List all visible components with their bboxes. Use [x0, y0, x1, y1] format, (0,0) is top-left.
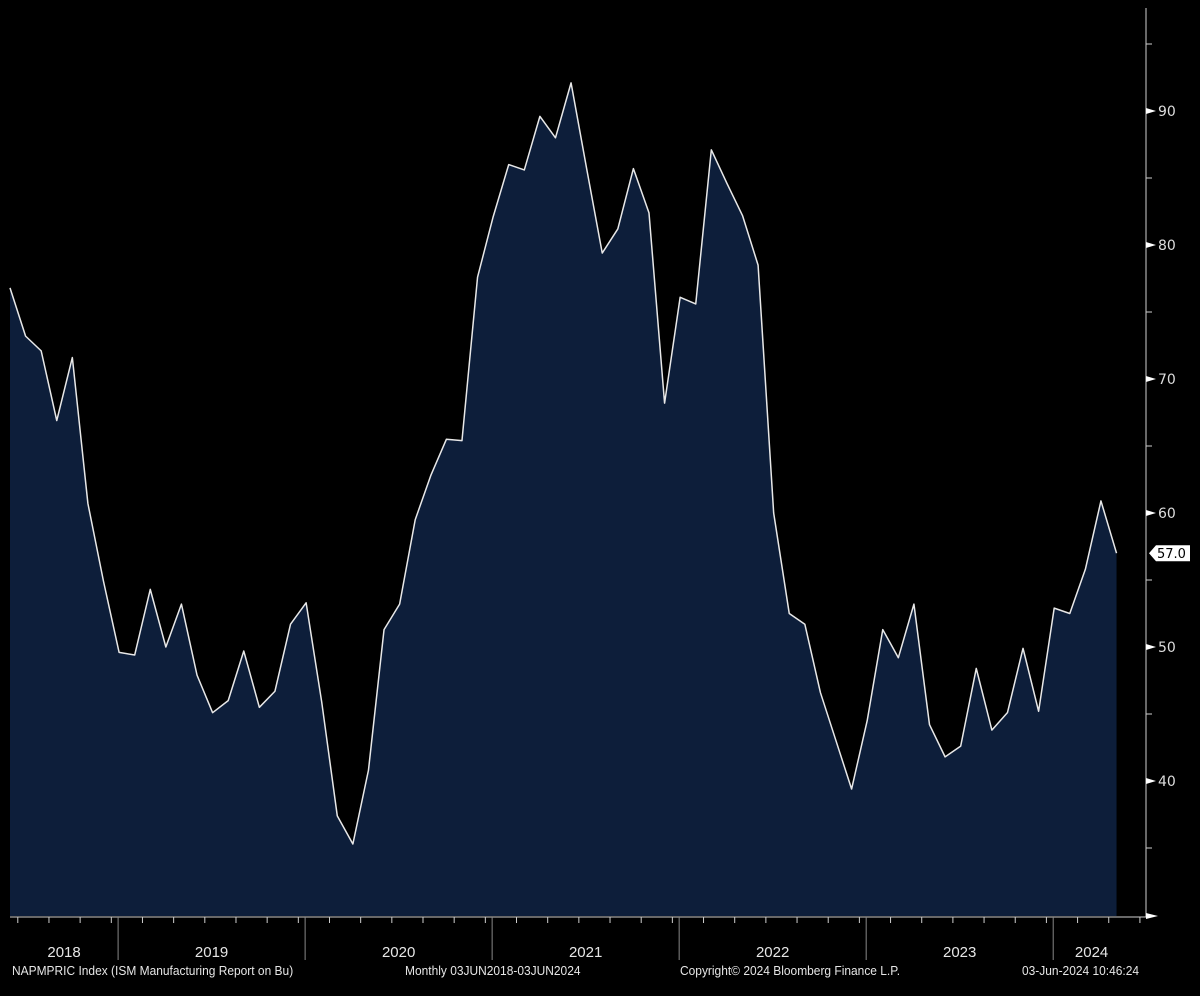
y-tick	[1146, 108, 1156, 114]
y-tick-label: 60	[1158, 506, 1176, 522]
x-year-label: 2022	[756, 944, 789, 961]
area-fill	[10, 82, 1117, 917]
y-tick	[1146, 510, 1156, 516]
x-year-label: 2021	[569, 944, 602, 961]
y-tick	[1146, 778, 1156, 784]
x-year-label: 2024	[1075, 944, 1108, 961]
y-tick-label: 70	[1158, 372, 1176, 388]
footer-copyright: Copyright© 2024 Bloomberg Finance L.P.	[680, 963, 901, 978]
series-line	[9, 82, 1118, 845]
x-year-label: 2019	[195, 944, 228, 961]
last-value-tag	[1149, 545, 1190, 562]
y-tick-label: 40	[1158, 774, 1176, 790]
footer-timestamp: 03-Jun-2024 10:46:24	[1022, 963, 1140, 978]
x-year-label: 2023	[943, 944, 976, 961]
y-tick-label: 90	[1158, 104, 1176, 120]
x-year-label: 2018	[47, 944, 80, 961]
y-tick-label: 80	[1158, 238, 1176, 254]
footer-ticker: NAPMPRIC Index (ISM Manufacturing Report…	[12, 963, 294, 978]
y-tick-label: 50	[1158, 640, 1176, 656]
y-axis-arrow	[1146, 913, 1158, 919]
y-tick	[1146, 644, 1156, 650]
x-year-label: 2020	[382, 944, 415, 961]
y-tick	[1146, 242, 1156, 248]
last-value-label: 57.0	[1157, 547, 1186, 562]
footer-range: Monthly 03JUN2018-03JUN2024	[405, 963, 581, 978]
y-tick	[1146, 376, 1156, 382]
